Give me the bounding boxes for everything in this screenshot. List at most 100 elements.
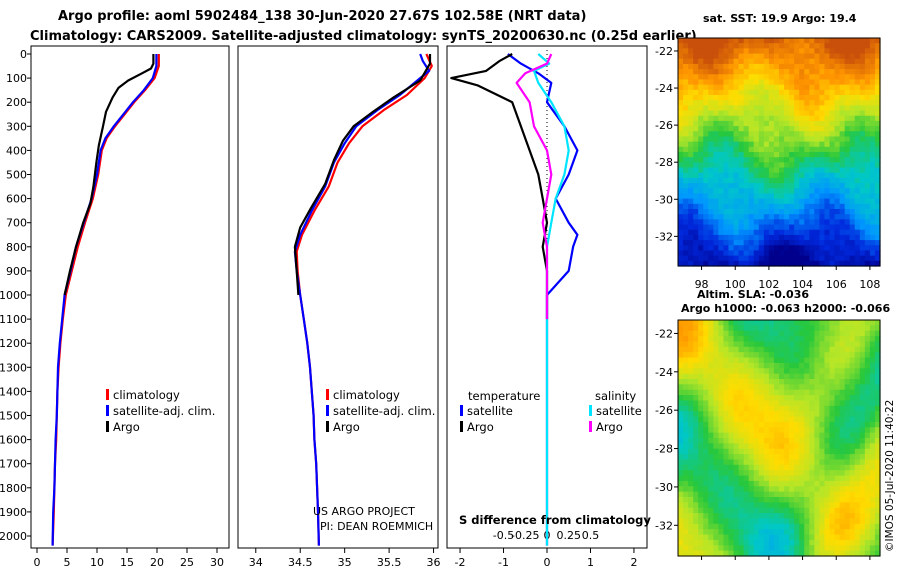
x-tick-label: -2 [455,556,466,569]
temperature-x-axis: 0 5 10 15 20 25 30 [34,548,224,569]
salinity-legend: climatology satellite-adj. clim. Argo [326,388,435,434]
figure-title-line1: Argo profile: aoml 5902484_138 30-Jun-20… [58,9,586,24]
depth-tick-label: 1200 [0,337,27,350]
lat-tick-label: -32 [655,230,673,243]
depth-tick-label: 500 [6,169,27,182]
x-tick-label: 5 [64,556,71,569]
depth-tick-label: 300 [6,120,27,133]
figure-title-line2: Climatology: CARS2009. Satellite-adjuste… [30,29,697,44]
series-line-temperature-satellite [507,53,579,546]
depth-axis: 0 100 200 300 400 500 600 700 800 900 1000 1100 1200… [0,48,31,543]
difference-legend: temperature salinity satellite Argo sate… [460,389,642,434]
sla-map-frame [677,319,881,557]
series-line-argo [293,54,432,296]
legend-swatch-sal-argo [589,421,592,432]
depth-tick-label: 0 [20,48,27,61]
depth-tick-label: 1700 [0,458,27,471]
x-tick-label-salinity: -0.5 [493,529,514,542]
depth-tick-label: 100 [6,72,27,85]
x-tick-label-salinity: 0.25 [556,529,581,542]
lat-tick-label: -28 [655,156,673,169]
lon-tick-label: 98 [695,278,709,291]
x-tick-label: 0 [34,556,41,569]
depth-tick-label: 900 [6,265,27,278]
depth-tick-label: 1900 [0,506,27,519]
depth-tick-label: 1400 [0,385,27,398]
lon-tick-label: 102 [758,278,779,291]
sst-map-axes: -22 -24 -26 -28 -30 -32 98 100 102 104 106 108 [655,45,880,291]
x-tick-label: 35.5 [377,556,402,569]
x-tick-label: 25 [180,556,194,569]
sst-map-frame [677,37,881,267]
series-line-argo [63,54,155,296]
x-tick-label: 36 [427,556,441,569]
depth-tick-label: 600 [6,193,27,206]
legend-label-argo: Argo [113,420,140,434]
x-tick-label: 30 [210,556,224,569]
lon-tick-label: 106 [826,278,847,291]
legend-swatch-sal-satellite [589,405,592,416]
x-tick-label: 0 [544,556,551,569]
x-tick-label: 35 [338,556,352,569]
lon-tick-label: 108 [859,278,880,291]
sla-heatmap [678,320,881,557]
legend-header-temperature: temperature [468,389,540,403]
legend-label-sal-argo: Argo [596,420,623,434]
x-tick-label: 2 [630,556,637,569]
difference-series [450,53,579,546]
imos-timestamp: ©IMOS 05-Jul-2020 11:40:22 [884,400,896,552]
lat-tick-label: -22 [655,327,673,340]
x-tick-label: 10 [90,556,104,569]
lat-tick-label: -28 [655,443,673,456]
sst-heatmap [678,38,881,267]
salinity-series [293,53,433,546]
x-tick-label: -1 [498,556,509,569]
x-tick-label-salinity: -0.25 [511,529,539,542]
legend-label-satellite: satellite-adj. clim. [333,404,435,418]
lat-tick-label: -24 [655,366,673,379]
x-tick-label: 1 [587,556,594,569]
depth-tick-label: 700 [6,217,27,230]
legend-label-sal-satellite: satellite [596,404,642,418]
depth-tick-label: 2000 [0,530,27,543]
lon-tick-label: 104 [792,278,813,291]
lat-tick-label: -26 [655,119,673,132]
credit-line2: PI: DEAN ROEMMICH [320,520,433,533]
x-tick-label: 34.5 [288,556,313,569]
difference-xlabel: S difference from climatology [459,513,651,527]
series-line-salinity-argo [515,53,553,320]
depth-tick-label: 400 [6,144,27,157]
x-tick-label: 34 [249,556,263,569]
depth-tick-label: 1800 [0,482,27,495]
legend-swatch-climatology [326,389,329,400]
temperature-series [51,54,160,546]
credit-line1: US ARGO PROJECT [313,505,415,518]
legend-label-climatology: climatology [113,388,180,402]
lat-tick-label: -22 [655,45,673,58]
lat-tick-label: -32 [655,519,673,532]
legend-swatch-argo [326,421,329,432]
x-tick-label: 20 [150,556,164,569]
depth-tick-label: 200 [6,96,27,109]
legend-label-temp-satellite: satellite [467,404,513,418]
lat-tick-label: -24 [655,82,673,95]
series-line-climatology [51,54,160,546]
depth-tick-label: 1300 [0,361,27,374]
sla-map-axes: -22 -24 -26 -28 -30 -32 [655,327,871,560]
lon-tick-label: 100 [725,278,746,291]
sla-map-title2: Argo h1000: -0.063 h2000: -0.066 [681,302,890,315]
legend-swatch-temp-argo [460,421,463,432]
legend-swatch-argo [106,421,109,432]
lat-tick-label: -26 [655,404,673,417]
x-tick-label-salinity: 0.5 [582,529,600,542]
depth-tick-label: 1100 [0,313,27,326]
legend-swatch-satellite [326,405,329,416]
series-line-salinity-satellite [532,53,570,546]
legend-label-climatology: climatology [333,388,400,402]
depth-tick-label: 800 [6,241,27,254]
series-line-temperature-argo [450,53,549,320]
depth-tick-label: 1000 [0,289,27,302]
legend-swatch-satellite [106,405,109,416]
sla-map-title1: Altim. SLA: -0.036 [697,288,809,301]
